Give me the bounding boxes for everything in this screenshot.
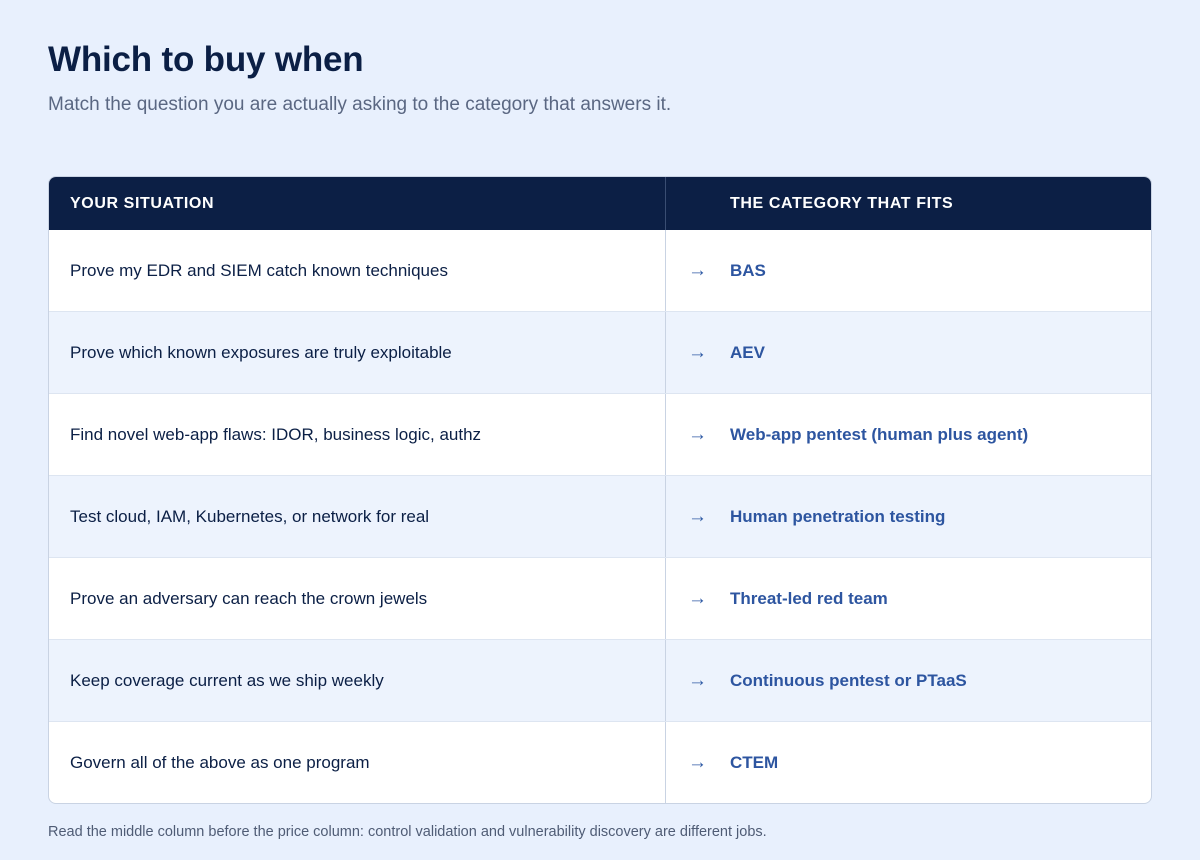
category-label: Web-app pentest (human plus agent) <box>730 424 1029 444</box>
situation-cell: Prove my EDR and SIEM catch known techni… <box>49 230 666 311</box>
right-arrow-icon: → <box>688 587 707 609</box>
page-subtitle: Match the question you are actually aski… <box>48 94 672 115</box>
category-cell: → Web-app pentest (human plus agent) <box>666 394 1151 475</box>
right-arrow-icon: → <box>688 669 707 691</box>
column-header-category: THE CATEGORY THAT FITS <box>730 194 954 212</box>
situation-cell: Find novel web-app flaws: IDOR, business… <box>49 394 666 475</box>
column-header-situation: YOUR SITUATION <box>49 177 666 230</box>
table-row: Keep coverage current as we ship weekly … <box>49 639 1151 721</box>
comparison-table: YOUR SITUATION THE CATEGORY THAT FITS Pr… <box>48 176 1152 804</box>
situation-cell: Test cloud, IAM, Kubernetes, or network … <box>49 476 666 557</box>
right-arrow-icon: → <box>688 259 707 281</box>
category-cell: → Threat-led red team <box>666 558 1151 639</box>
situation-cell: Govern all of the above as one program <box>49 722 666 803</box>
table-body: Prove my EDR and SIEM catch known techni… <box>49 230 1151 803</box>
page-title: Which to buy when <box>48 40 364 79</box>
table-row: Prove my EDR and SIEM catch known techni… <box>49 230 1151 311</box>
situation-cell: Prove an adversary can reach the crown j… <box>49 558 666 639</box>
category-cell: → Continuous pentest or PTaaS <box>666 640 1151 721</box>
category-label: AEV <box>730 342 765 362</box>
category-cell: → Human penetration testing <box>666 476 1151 557</box>
situation-cell: Keep coverage current as we ship weekly <box>49 640 666 721</box>
category-label: Human penetration testing <box>730 506 946 526</box>
category-cell: → BAS <box>666 230 1151 311</box>
right-arrow-icon: → <box>688 505 707 527</box>
category-label: Continuous pentest or PTaaS <box>730 670 967 690</box>
category-cell: → CTEM <box>666 722 1151 803</box>
right-arrow-icon: → <box>688 423 707 445</box>
table-row: Find novel web-app flaws: IDOR, business… <box>49 393 1151 475</box>
category-label: BAS <box>730 260 766 280</box>
table-row: Prove which known exposures are truly ex… <box>49 311 1151 393</box>
category-label: Threat-led red team <box>730 588 888 608</box>
category-cell: → AEV <box>666 312 1151 393</box>
right-arrow-icon: → <box>688 341 707 363</box>
table-row: Test cloud, IAM, Kubernetes, or network … <box>49 475 1151 557</box>
category-label: CTEM <box>730 752 779 772</box>
table-header: YOUR SITUATION THE CATEGORY THAT FITS <box>49 177 1151 230</box>
table-row: Prove an adversary can reach the crown j… <box>49 557 1151 639</box>
footnote: Read the middle column before the price … <box>48 824 767 840</box>
table-row: Govern all of the above as one program →… <box>49 721 1151 803</box>
situation-cell: Prove which known exposures are truly ex… <box>49 312 666 393</box>
right-arrow-icon: → <box>688 751 707 773</box>
